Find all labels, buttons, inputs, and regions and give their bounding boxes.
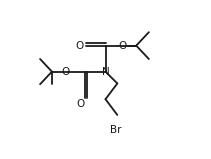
Text: O: O <box>62 67 70 77</box>
Text: O: O <box>77 99 85 109</box>
Text: N: N <box>102 67 109 77</box>
Text: O: O <box>118 41 126 51</box>
Text: Br: Br <box>110 125 122 135</box>
Text: O: O <box>75 41 83 51</box>
